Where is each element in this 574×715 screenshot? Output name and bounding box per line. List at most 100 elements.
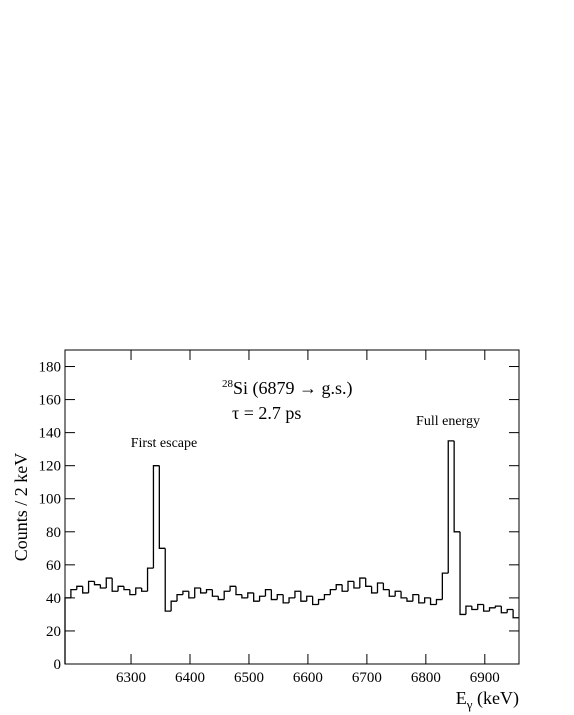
- histogram-bin: [105, 577, 113, 588]
- histogram-bin: [394, 590, 402, 597]
- histogram-bin: [329, 588, 337, 595]
- histogram-bin: [99, 584, 107, 589]
- histogram-bin: [176, 593, 183, 602]
- x-tick-label: 6400: [175, 670, 205, 686]
- histogram-bin: [311, 596, 319, 606]
- histogram-bin: [459, 531, 466, 616]
- histogram-bin: [335, 584, 343, 590]
- histogram-bin: [441, 572, 449, 600]
- histogram-bin: [253, 592, 260, 602]
- histogram-bin: [164, 548, 172, 612]
- peak-label: Full energy: [416, 414, 480, 429]
- x-label-main: E: [456, 688, 467, 708]
- histogram-bin: [235, 586, 242, 596]
- histogram-bin: [158, 465, 166, 549]
- histogram-bin: [93, 581, 101, 586]
- histogram-bin: [276, 593, 284, 600]
- histogram-bin: [76, 585, 83, 590]
- histogram-bin: [447, 440, 455, 574]
- x-tick-label: 6500: [234, 670, 264, 686]
- x-label-unit: (keV): [473, 688, 519, 709]
- y-tick-label: 100: [39, 492, 62, 508]
- histogram-bin: [512, 609, 519, 619]
- histogram-bin: [488, 607, 496, 612]
- histogram-bin: [258, 595, 266, 602]
- histogram-bin: [424, 597, 431, 603]
- histogram-bin: [317, 598, 325, 605]
- y-tick-label: 40: [46, 591, 61, 607]
- x-axis-label: Eγ (keV): [456, 688, 519, 712]
- histogram-bin: [429, 597, 437, 606]
- histogram-bin: [194, 587, 201, 598]
- y-tick-label: 120: [39, 459, 62, 475]
- histogram-bin: [365, 578, 372, 587]
- x-tick-label: 6700: [352, 670, 382, 686]
- histogram-bin: [199, 587, 207, 594]
- y-axis-label: Counts / 2 keV: [11, 453, 31, 562]
- histogram-bin: [188, 591, 195, 599]
- y-tick-label: 140: [39, 426, 62, 442]
- annotation-lifetime: τ = 2.7 ps: [232, 403, 301, 423]
- histogram-bin: [370, 586, 378, 594]
- histogram-bin: [406, 597, 413, 602]
- histogram-bin: [382, 583, 390, 591]
- histogram-bin: [494, 605, 502, 608]
- histogram-bin: [146, 567, 154, 592]
- y-tick-label: 0: [54, 657, 62, 673]
- histogram-bin: [135, 587, 142, 595]
- histogram-bin: [506, 608, 514, 613]
- histogram-bin: [129, 589, 136, 596]
- x-tick-label: 6800: [411, 670, 441, 686]
- histogram-bin: [111, 578, 119, 592]
- histogram-bin: [211, 589, 219, 597]
- histogram-bin: [87, 580, 95, 593]
- histogram-bin: [294, 590, 301, 598]
- histogram-bin: [288, 597, 295, 603]
- y-tick-label: 160: [39, 393, 62, 409]
- histogram-bin: [323, 593, 331, 600]
- histogram-bin: [229, 585, 236, 592]
- histogram-bin: [117, 585, 124, 592]
- histogram-bin: [152, 465, 160, 569]
- histogram-bin: [341, 584, 349, 592]
- histogram-bin: [477, 603, 484, 610]
- annotation-mass: 28: [222, 378, 234, 390]
- plot-frame: [64, 349, 520, 665]
- x-tick-label: 6300: [116, 670, 146, 686]
- y-tick-label: 60: [46, 558, 61, 574]
- histogram-bin: [182, 590, 189, 595]
- histogram-bin: [223, 590, 231, 600]
- y-tick-label: 20: [46, 624, 61, 640]
- histogram-bin: [400, 591, 407, 599]
- histogram-bin: [170, 600, 178, 612]
- histogram-bin: [500, 606, 508, 614]
- histogram-bin: [264, 588, 272, 597]
- histogram-bin: [465, 605, 472, 615]
- histogram-bin: [471, 606, 478, 611]
- histogram-bin: [140, 587, 148, 592]
- histogram-bin: [241, 594, 248, 599]
- y-tick-label: 180: [39, 360, 62, 376]
- histogram-bin: [388, 589, 396, 597]
- x-tick-label: 6900: [470, 670, 500, 686]
- x-tick-label: 6600: [293, 670, 323, 686]
- histogram-bin: [347, 580, 354, 592]
- histogram-bin: [282, 594, 290, 604]
- histogram-bin: [270, 589, 278, 601]
- histogram-bin: [64, 597, 71, 664]
- histogram-bin: [359, 577, 366, 588]
- histogram-bin: [217, 596, 225, 601]
- histogram-bin: [300, 591, 307, 602]
- histogram-bin: [123, 586, 130, 591]
- histogram-bin: [247, 592, 254, 598]
- histogram-bin: [82, 586, 89, 594]
- histogram-bin: [353, 581, 360, 589]
- histogram-bin: [453, 440, 461, 533]
- y-tick-label: 80: [46, 525, 61, 541]
- annotation: 28Si (6879 → g.s.): [222, 378, 353, 399]
- histogram-bin: [376, 582, 384, 593]
- peak-label: First escape: [131, 436, 197, 451]
- histogram-bin: [205, 588, 213, 593]
